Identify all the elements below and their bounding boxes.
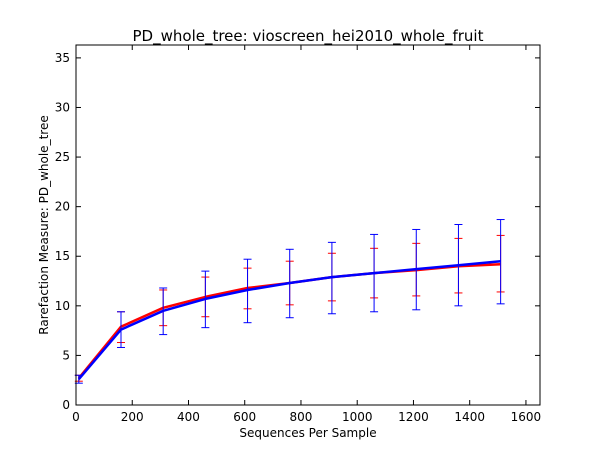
- x-tick-label: 1200: [398, 410, 429, 424]
- x-tick-label: 1000: [342, 410, 373, 424]
- error-bar: [285, 248, 294, 319]
- y-tick-label: 20: [55, 200, 70, 214]
- x-tick-label: 0: [72, 410, 80, 424]
- error-bar: [243, 258, 252, 324]
- x-tick-label: 1600: [511, 410, 542, 424]
- y-axis-label: Rarefaction Measure: PD_whole_tree: [37, 115, 51, 334]
- error-bar: [412, 228, 421, 311]
- error-bar: [327, 241, 336, 315]
- y-tick-label: 30: [55, 100, 70, 114]
- y-tick-label: 5: [62, 348, 70, 362]
- x-tick-label: 800: [290, 410, 313, 424]
- error-bar: [201, 270, 210, 329]
- y-tick-label: 15: [55, 249, 70, 263]
- x-tick-label: 1400: [454, 410, 485, 424]
- axis-ticks: 0 200 400 600 800 1000 1200 1400 1600 0 5 10 15 20 25 3…: [55, 45, 541, 424]
- y-tick-label: 10: [55, 299, 70, 313]
- x-tick-label: 600: [233, 410, 256, 424]
- y-tick-label: 35: [55, 51, 70, 65]
- x-tick-label: 400: [177, 410, 200, 424]
- series-2: [74, 219, 505, 384]
- chart-title: PD_whole_tree: vioscreen_hei2010_whole_f…: [133, 27, 484, 46]
- y-tick-label: 0: [62, 398, 70, 412]
- plot-frame: [75, 44, 541, 406]
- x-axis-label: Sequences Per Sample: [239, 426, 376, 440]
- series-layer: [74, 219, 505, 384]
- x-tick-label: 200: [121, 410, 144, 424]
- y-tick-label: 25: [55, 150, 70, 164]
- error-bar: [496, 219, 505, 305]
- error-bar: [159, 287, 168, 336]
- plot-area: [76, 45, 540, 405]
